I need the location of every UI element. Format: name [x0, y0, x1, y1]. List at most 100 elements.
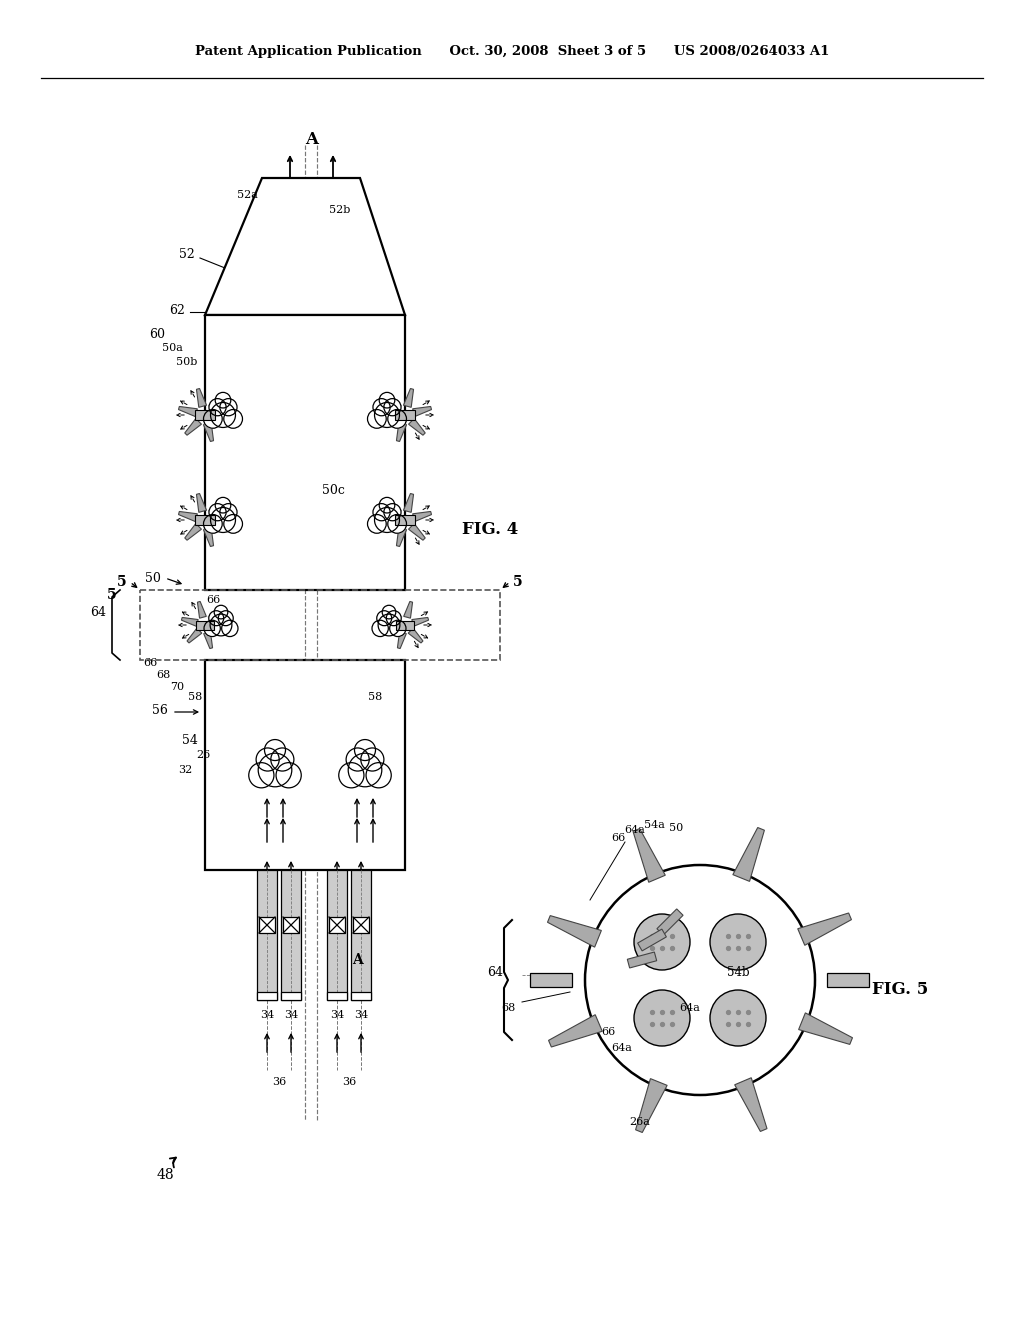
Text: 60: 60 — [150, 329, 165, 342]
Circle shape — [339, 763, 364, 788]
Polygon shape — [628, 952, 656, 968]
Text: 56: 56 — [152, 704, 168, 717]
Text: 52b: 52b — [330, 205, 350, 215]
Text: Patent Application Publication      Oct. 30, 2008  Sheet 3 of 5      US 2008/026: Patent Application Publication Oct. 30, … — [195, 45, 829, 58]
Text: 50: 50 — [669, 822, 683, 833]
Text: 26a: 26a — [630, 1117, 650, 1127]
Text: 52a: 52a — [237, 190, 257, 201]
Circle shape — [710, 913, 766, 970]
Polygon shape — [385, 395, 401, 412]
Circle shape — [388, 515, 407, 533]
Text: 5: 5 — [108, 587, 117, 602]
Polygon shape — [385, 500, 401, 516]
Polygon shape — [178, 407, 198, 417]
Bar — [530, 973, 572, 987]
Polygon shape — [549, 1015, 602, 1047]
Circle shape — [375, 507, 399, 532]
Polygon shape — [657, 909, 683, 935]
Polygon shape — [208, 607, 223, 622]
Circle shape — [386, 611, 401, 626]
Polygon shape — [633, 829, 666, 882]
Polygon shape — [636, 1078, 668, 1133]
Circle shape — [204, 409, 222, 428]
Circle shape — [210, 614, 231, 636]
Polygon shape — [799, 1012, 852, 1044]
Text: A: A — [305, 132, 318, 149]
Text: 66: 66 — [611, 833, 625, 843]
Text: FIG. 4: FIG. 4 — [462, 521, 518, 539]
Bar — [281, 870, 301, 1001]
Text: 66: 66 — [206, 595, 220, 605]
Circle shape — [388, 409, 407, 428]
Circle shape — [373, 504, 390, 521]
Circle shape — [218, 611, 233, 626]
Polygon shape — [409, 418, 425, 436]
Bar — [196, 620, 214, 630]
Circle shape — [211, 403, 236, 428]
Polygon shape — [198, 602, 206, 618]
Polygon shape — [798, 913, 851, 945]
Polygon shape — [197, 494, 207, 512]
Bar — [195, 515, 215, 525]
Circle shape — [211, 507, 236, 532]
Polygon shape — [403, 494, 414, 512]
Bar — [205, 660, 406, 870]
Bar — [205, 315, 406, 590]
Bar — [259, 917, 275, 933]
Circle shape — [346, 748, 370, 771]
Polygon shape — [734, 1077, 767, 1131]
Circle shape — [366, 763, 391, 788]
Bar — [353, 917, 369, 933]
Circle shape — [264, 739, 286, 760]
Circle shape — [204, 620, 220, 636]
Text: 54a: 54a — [643, 820, 665, 830]
Polygon shape — [382, 623, 398, 632]
Polygon shape — [204, 528, 214, 546]
Bar — [195, 411, 215, 420]
Circle shape — [382, 606, 396, 619]
Polygon shape — [184, 524, 202, 540]
Circle shape — [204, 515, 222, 533]
Polygon shape — [396, 422, 407, 441]
Polygon shape — [187, 628, 202, 643]
Text: 36: 36 — [342, 1077, 356, 1086]
Text: 58: 58 — [187, 692, 202, 702]
Circle shape — [710, 990, 766, 1045]
Text: 32: 32 — [178, 766, 193, 775]
Circle shape — [377, 611, 392, 626]
Circle shape — [680, 960, 720, 1001]
Circle shape — [209, 504, 226, 521]
Bar — [329, 917, 345, 933]
Text: 34: 34 — [354, 1010, 368, 1020]
Text: 52: 52 — [179, 248, 195, 261]
Text: 34: 34 — [260, 1010, 274, 1020]
Bar — [281, 993, 301, 1001]
Polygon shape — [733, 828, 764, 882]
Circle shape — [384, 399, 401, 416]
Polygon shape — [379, 413, 397, 424]
Circle shape — [270, 748, 294, 771]
Circle shape — [256, 748, 280, 771]
Polygon shape — [412, 618, 429, 626]
Text: 58: 58 — [368, 692, 382, 702]
Text: 64a: 64a — [611, 1043, 633, 1053]
Text: 5: 5 — [117, 576, 127, 589]
Polygon shape — [213, 519, 231, 528]
Text: 64a: 64a — [680, 1003, 700, 1012]
Circle shape — [368, 515, 386, 533]
Polygon shape — [409, 524, 425, 540]
Circle shape — [258, 754, 292, 787]
Polygon shape — [396, 528, 407, 546]
Text: 54: 54 — [182, 734, 198, 747]
Polygon shape — [204, 632, 213, 648]
Bar — [257, 993, 278, 1001]
Circle shape — [348, 754, 382, 787]
Text: 34: 34 — [284, 1010, 298, 1020]
Bar — [351, 993, 371, 1001]
Text: 36: 36 — [272, 1077, 286, 1086]
Circle shape — [379, 392, 395, 408]
Bar — [395, 515, 415, 525]
Text: FIG. 5: FIG. 5 — [871, 982, 928, 998]
Polygon shape — [387, 607, 401, 622]
Polygon shape — [181, 618, 199, 626]
